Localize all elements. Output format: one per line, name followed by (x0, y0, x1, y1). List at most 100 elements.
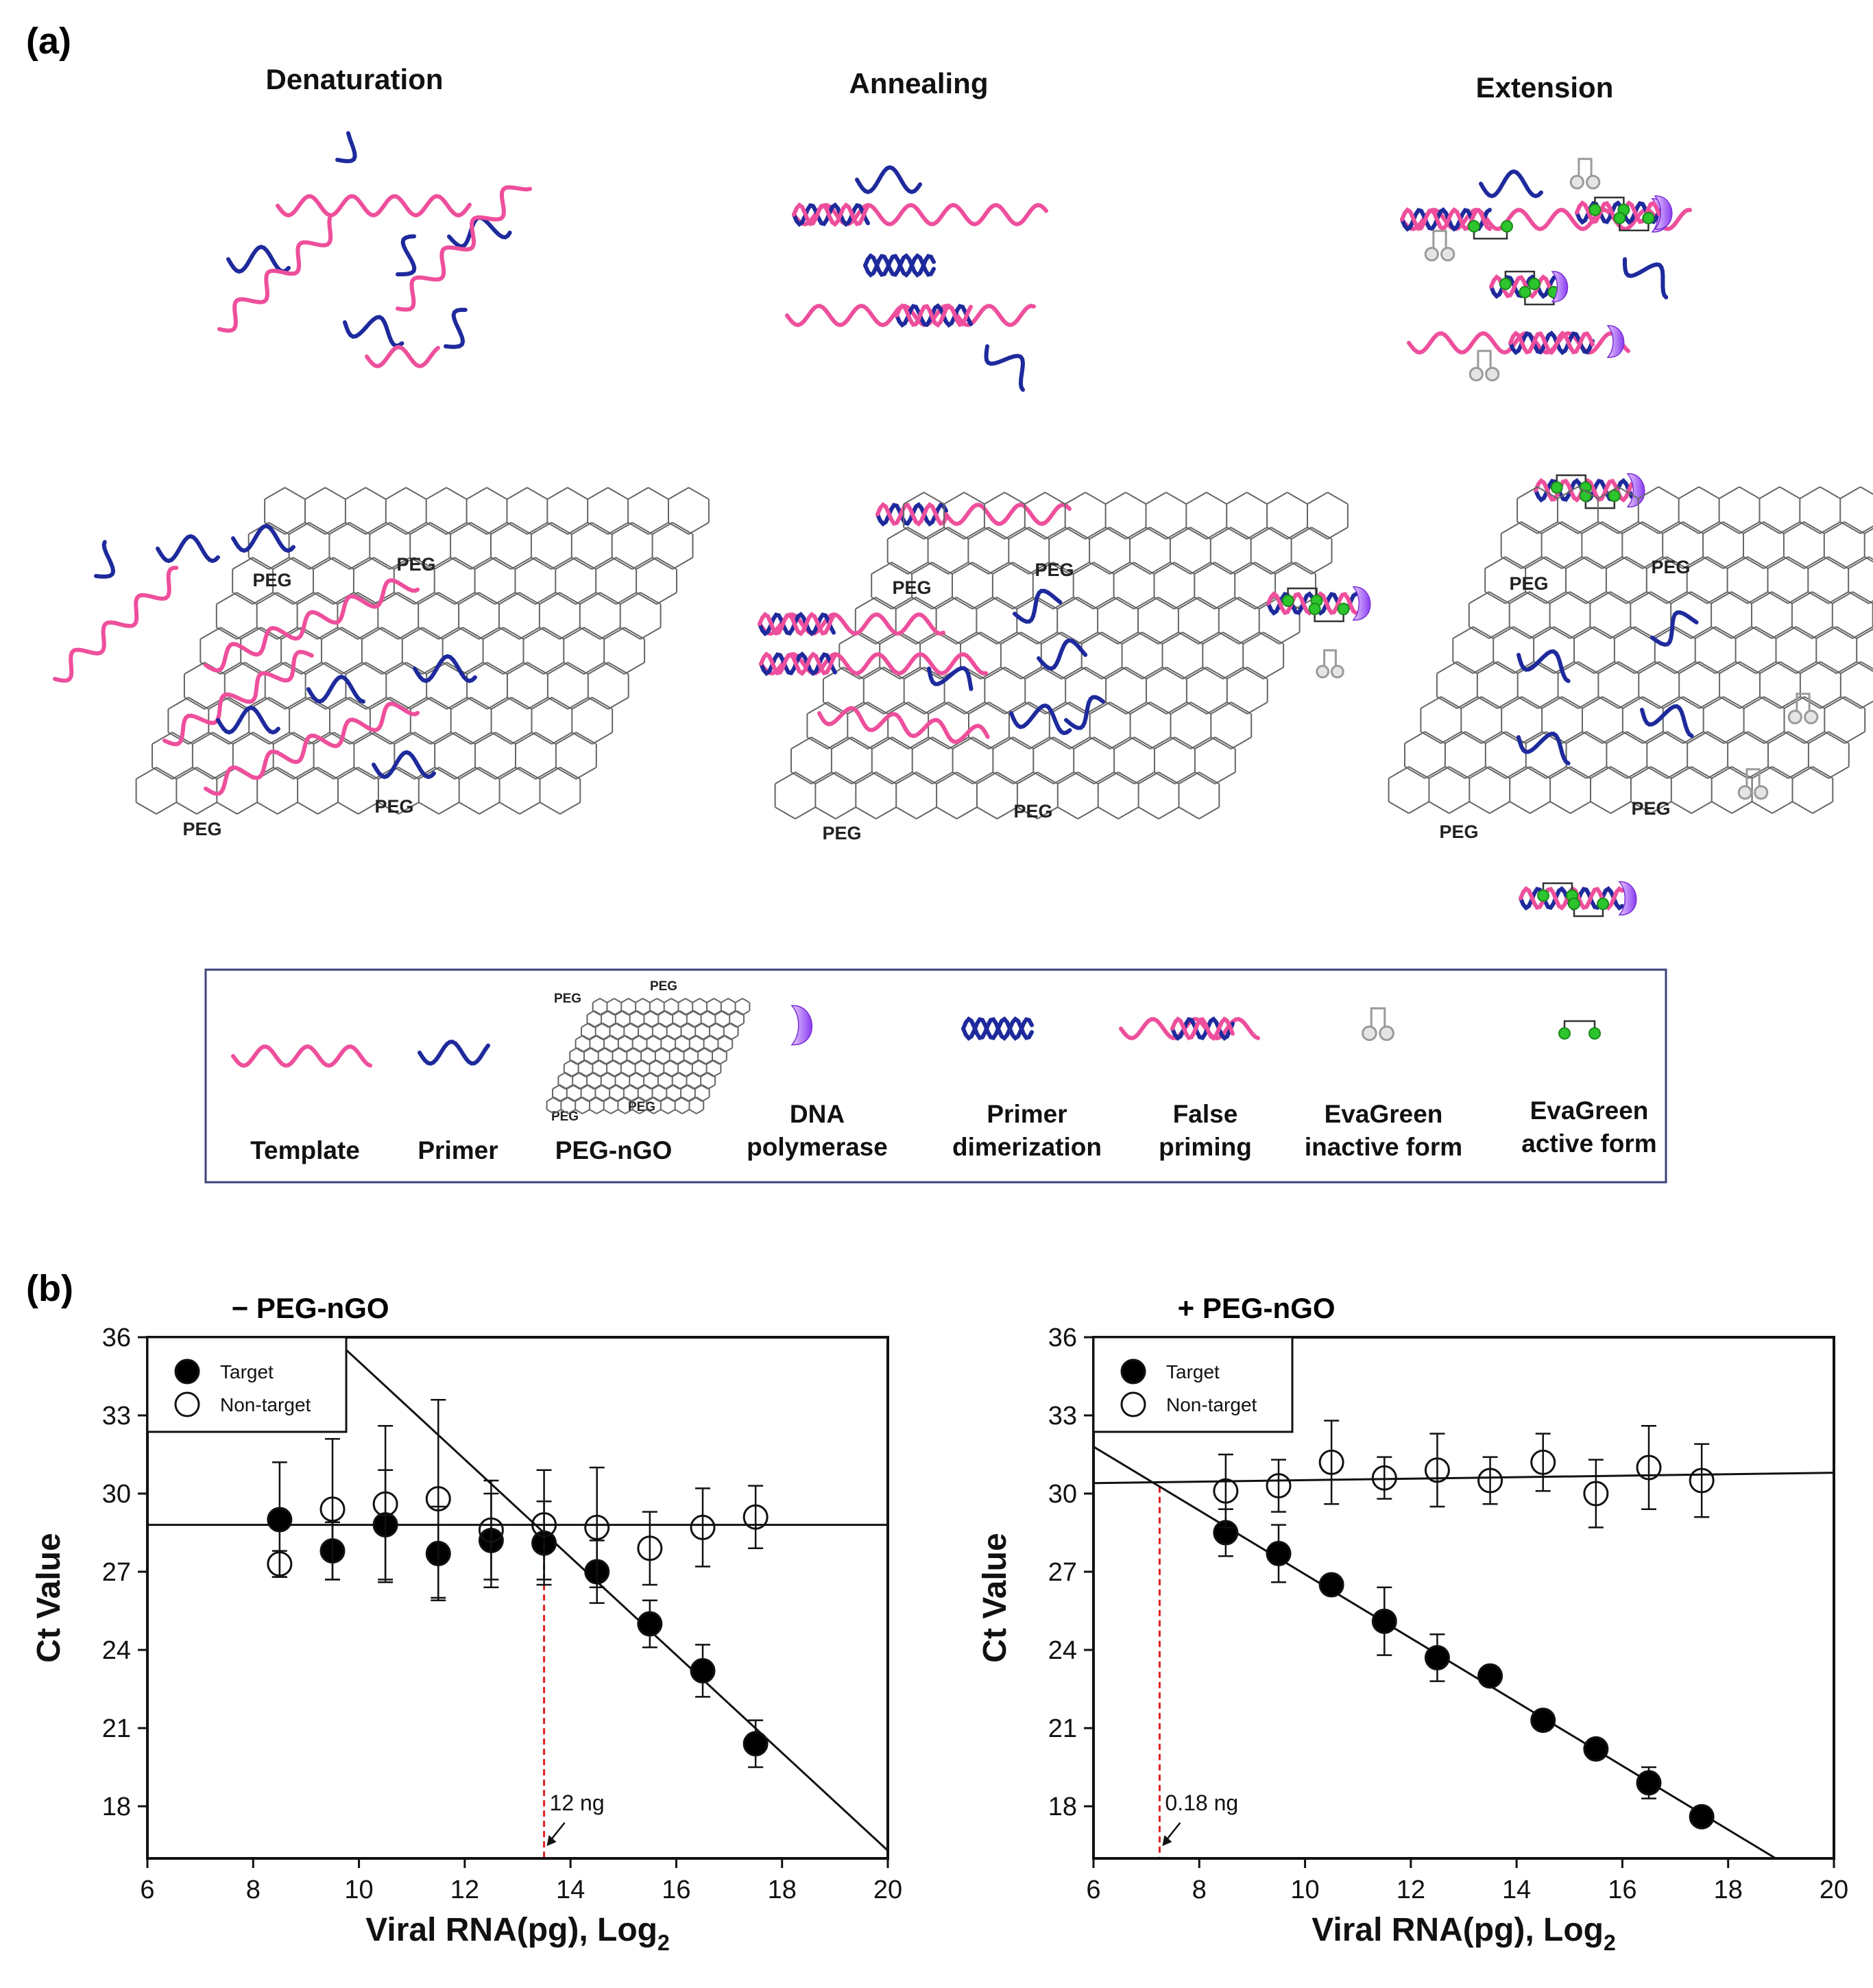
evagreen-dye (1608, 490, 1621, 502)
dna-polymerase-shape (1551, 271, 1569, 302)
graphene-oxide-sheet (135, 487, 710, 815)
primer-strand (306, 674, 365, 704)
legend-frame (1092, 1336, 1294, 1433)
x-tick-label: 18 (768, 1876, 797, 1904)
extended-product (1519, 881, 1637, 918)
graphene-oxide-sheet (546, 998, 751, 1114)
y-tick-label: 18 (1048, 1793, 1077, 1821)
legend-icons (231, 998, 1601, 1114)
primer-strand (335, 131, 357, 164)
legend-label-non-target: Non-target (220, 1394, 311, 1415)
evagreen-dye (1337, 603, 1350, 615)
primer-strand (413, 654, 477, 684)
template-strand (53, 566, 179, 683)
x-tick-label: 20 (1820, 1876, 1848, 1904)
peg-labels: PEG PEG PEG PEG PEG PEG PEG PEG PEG PEG … (182, 554, 1690, 1124)
y-tick-label: 33 (102, 1402, 131, 1430)
template-strand (1119, 1016, 1260, 1041)
helix-strand (961, 1016, 1034, 1041)
legend-label-active-2: active form (1521, 1129, 1656, 1158)
evagreen-dye (1537, 889, 1549, 902)
evagreen-dye (1754, 785, 1769, 800)
evagreen-dye (1613, 212, 1626, 224)
non-target-point (1636, 1454, 1662, 1481)
false-priming-complex (785, 303, 1036, 328)
peg-label: PEG (892, 577, 931, 598)
evagreen-dye (1568, 898, 1580, 910)
x-tick-label: 10 (1290, 1876, 1319, 1904)
stage-title-extension: Extension (1476, 71, 1614, 104)
hexagon-lattice (135, 487, 710, 815)
peg-label: PEG (396, 554, 435, 575)
x-axis-label: Viral RNA(pg), Log2 (1312, 1912, 1616, 1955)
y-tick-label: 36 (102, 1324, 131, 1352)
y-tick-label: 27 (102, 1558, 131, 1587)
evagreen-linker (1745, 768, 1761, 787)
target-point (690, 1657, 716, 1684)
evagreen-dye (1308, 603, 1321, 615)
evagreen-active (1568, 898, 1609, 918)
evagreen-dye (1440, 247, 1455, 262)
evagreen-dye (1588, 204, 1602, 216)
false-priming-complex (758, 612, 945, 636)
evagreen-dye (1362, 1025, 1377, 1042)
non-target-point (637, 1535, 663, 1561)
primer-strand (1516, 731, 1571, 766)
evagreen-linker (1796, 693, 1811, 712)
primer-strand (343, 315, 404, 348)
evagreen-dye (1501, 220, 1513, 232)
evagreen-dye (1737, 785, 1752, 800)
primer-strand (1009, 703, 1072, 736)
template-strand (276, 193, 472, 218)
legend-frame (146, 1336, 348, 1433)
non-target-point (1424, 1457, 1450, 1483)
non-target-point (1583, 1481, 1609, 1507)
target-point (742, 1731, 769, 1757)
legend-primer-icon (418, 1040, 490, 1066)
peg-label: PEG (1439, 822, 1478, 842)
non-target-point (1477, 1468, 1503, 1494)
non-target-point (478, 1517, 504, 1543)
legend-label-primer: Primer (418, 1136, 498, 1164)
evagreen-inactive (1362, 1007, 1394, 1042)
evagreen-inactive (1424, 230, 1455, 262)
evagreen-linker (1477, 350, 1492, 369)
target-point (637, 1611, 663, 1637)
y-tick-label: 30 (102, 1480, 131, 1509)
dna-polymerase-shape (1626, 473, 1645, 507)
plot-frame (1092, 1336, 1835, 1860)
x-tick-label: 16 (1608, 1876, 1636, 1904)
legend-marker-target (174, 1358, 200, 1385)
x-tick-label: 6 (1086, 1876, 1100, 1904)
evagreen-dye (1424, 247, 1439, 262)
legend-label-false-2: priming (1159, 1133, 1252, 1161)
legend-label-polymerase: polymerase (747, 1133, 888, 1161)
x-tick-label: 8 (1192, 1876, 1207, 1904)
x-tick-label: 16 (662, 1876, 690, 1904)
legend-label-target: Target (220, 1361, 274, 1382)
non-target-fit-line (1093, 1472, 1834, 1485)
legend-label-inactive-2: inactive form (1305, 1133, 1462, 1161)
target-point (1371, 1608, 1397, 1634)
evagreen-active (1308, 603, 1350, 623)
stage-title-denaturation: Denaturation (265, 63, 443, 95)
helix-strand (895, 303, 973, 328)
non-target-point (690, 1514, 716, 1540)
primer-strand (447, 215, 512, 249)
non-target-point (267, 1551, 293, 1577)
evagreen-linker (1370, 1007, 1386, 1028)
primer-strand (231, 523, 295, 553)
evagreen-active (1468, 220, 1513, 240)
pcr-diagram (53, 131, 1873, 918)
dna-polymerase-shape (1352, 586, 1371, 621)
evagreen-dye (1499, 278, 1512, 290)
y-axis-label: Ct Value (977, 1533, 1013, 1662)
target-point (1530, 1708, 1556, 1734)
legend-label-primer-dim-1: Primer (987, 1100, 1067, 1128)
evagreen-dye (1550, 481, 1563, 494)
template-strand (365, 345, 440, 369)
primer-strand (1640, 704, 1694, 739)
evagreen-dye (1316, 664, 1330, 679)
